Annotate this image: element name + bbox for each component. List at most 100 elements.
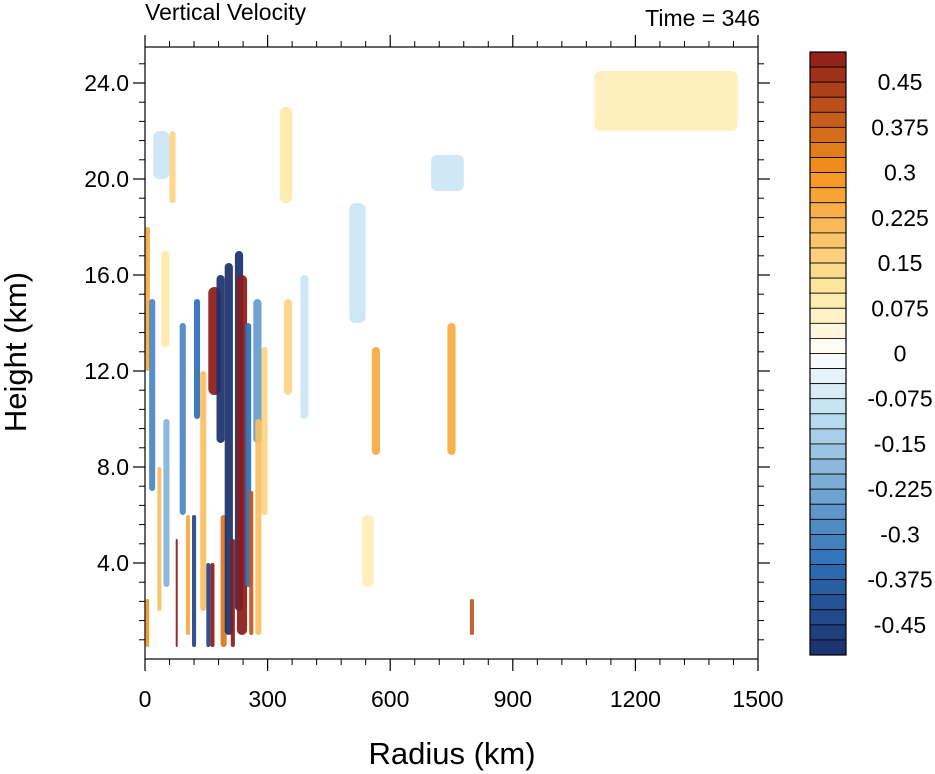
- y-tick-label: 16.0: [84, 262, 129, 288]
- field-cell: [249, 491, 254, 635]
- field-cell: [175, 539, 178, 647]
- colorbar-segment: [809, 383, 847, 400]
- colorbar-segment: [809, 142, 847, 158]
- colorbar-segment: [809, 262, 847, 279]
- field-cell: [371, 347, 380, 455]
- x-axis: 0 300 600 900 1200 1500: [139, 35, 784, 712]
- field-cell: [185, 515, 190, 635]
- field-cell: [431, 155, 464, 191]
- colorbar-segment: [809, 624, 847, 641]
- x-tick-label: 0: [139, 686, 152, 712]
- colorbar-label: -0.15: [874, 431, 926, 457]
- field-cell: [145, 599, 150, 647]
- y-tick-label: 24.0: [84, 70, 129, 96]
- field-cell: [230, 539, 235, 647]
- colorbar-segment: [809, 639, 847, 656]
- colorbar-segment: [809, 518, 847, 535]
- colorbar-segment: [809, 549, 847, 565]
- field-cell: [361, 515, 374, 587]
- field-cell: [163, 419, 170, 587]
- colorbar-segment: [809, 322, 847, 339]
- field-cell: [216, 275, 225, 443]
- colorbar-segment: [809, 564, 847, 581]
- colorbar-segment: [809, 247, 847, 264]
- field-cell: [210, 563, 215, 647]
- colorbar-label: 0.225: [871, 205, 929, 231]
- colorbar-segment: [809, 443, 847, 460]
- field-cell: [194, 299, 201, 419]
- field-cell: [447, 323, 456, 455]
- field-cell: [153, 131, 170, 179]
- field-cell: [300, 275, 309, 419]
- colorbar-segment: [809, 66, 847, 83]
- x-tick-label: 1200: [610, 686, 661, 712]
- field-cell: [169, 131, 176, 203]
- colorbar-segment: [809, 307, 847, 324]
- colorbar-label: -0.075: [867, 386, 932, 412]
- colorbar-segment: [809, 172, 847, 189]
- colorbar-segment: [809, 609, 847, 626]
- field-cell: [253, 299, 262, 443]
- chart-title: Vertical Velocity: [145, 0, 307, 25]
- colorbar-segment: [809, 202, 847, 219]
- field-cell: [145, 227, 150, 371]
- colorbar-segment: [809, 368, 847, 385]
- x-tick-label: 900: [494, 686, 532, 712]
- field-cell: [469, 599, 474, 635]
- colorbar-segment: [809, 126, 847, 143]
- minor-tick-marks: [139, 41, 764, 665]
- colorbar-label: 0.375: [871, 114, 929, 140]
- colorbar-labels: 0.45 0.375 0.3 0.225 0.15 0.075 0 -0.075 -0.15 -0…: [867, 69, 932, 638]
- y-tick-label: 20.0: [84, 166, 129, 192]
- colorbar-segment: [809, 111, 847, 128]
- y-tick-label: 12.0: [84, 358, 129, 384]
- colorbar-segment: [809, 503, 847, 520]
- colorbar-label: 0.15: [878, 250, 923, 276]
- colorbar: [809, 51, 847, 656]
- field-cell: [179, 323, 186, 515]
- colorbar-segment: [809, 428, 847, 445]
- colorbar-segment: [809, 96, 847, 113]
- field-cell: [192, 515, 197, 647]
- y-tick-label: 4.0: [97, 550, 129, 576]
- colorbar-segment: [809, 488, 847, 505]
- colorbar-segment: [809, 217, 847, 234]
- time-label: Time = 346: [645, 5, 760, 31]
- colorbar-segment: [809, 353, 847, 369]
- colorbar-frame: [809, 51, 847, 656]
- colorbar-label: 0.3: [884, 160, 916, 186]
- colorbar-segment: [809, 338, 847, 354]
- colorbar-segment: [809, 458, 847, 475]
- x-tick-label: 1500: [732, 686, 783, 712]
- field-cell: [236, 275, 248, 635]
- colorbar-segment: [809, 292, 847, 309]
- colorbar-label: 0.45: [878, 69, 923, 95]
- field-cell: [206, 563, 211, 647]
- colorbar-segment: [809, 81, 847, 98]
- colorbar-segment: [809, 534, 847, 550]
- y-tick-label: 8.0: [97, 454, 129, 480]
- field-cell: [161, 251, 170, 347]
- x-axis-label: Radius (km): [368, 736, 535, 771]
- field-cell: [279, 107, 293, 203]
- colorbar-label: -0.375: [867, 567, 932, 593]
- colorbar-segment: [809, 473, 847, 490]
- field-cell: [157, 467, 162, 611]
- field-cell: [255, 419, 262, 635]
- colorbar-segment: [809, 413, 847, 430]
- field-cell: [594, 71, 738, 131]
- field-cell: [149, 299, 156, 491]
- colorbar-segment: [809, 51, 847, 68]
- colorbar-label: -0.225: [867, 476, 932, 502]
- colorbar-label: -0.3: [880, 521, 920, 547]
- colorbar-segment: [809, 579, 847, 596]
- x-tick-label: 300: [248, 686, 286, 712]
- colorbar-segment: [809, 398, 847, 415]
- colorbar-segment: [809, 594, 847, 611]
- colorbar-segment: [809, 232, 847, 249]
- plot-frame: [144, 46, 759, 660]
- colorbar-label: 0.075: [871, 295, 929, 321]
- colorbar-segment: [809, 187, 847, 204]
- colorbar-label: -0.45: [874, 612, 926, 638]
